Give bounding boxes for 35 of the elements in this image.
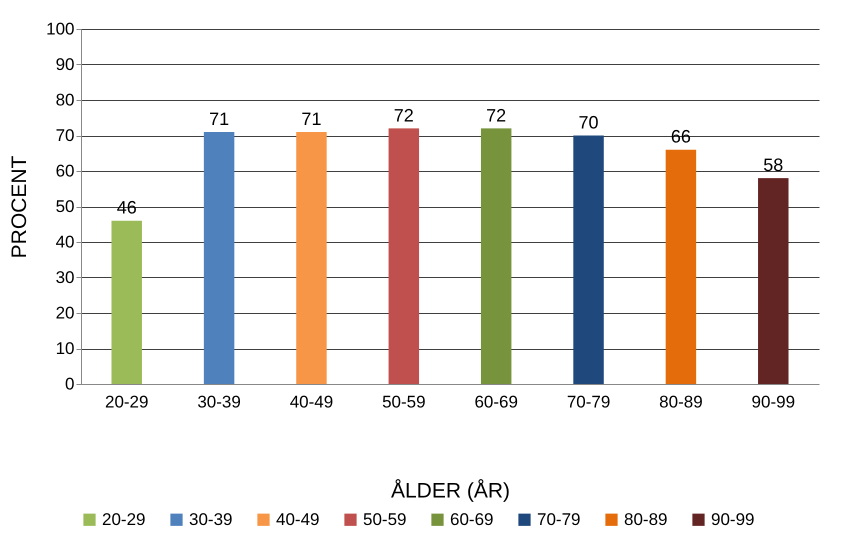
y-tick-label: 20: [56, 304, 74, 322]
legend-label: 90-99: [711, 510, 754, 529]
y-tick-label: 10: [56, 339, 74, 358]
y-tick-label: 80: [56, 90, 74, 110]
data-label: 70: [578, 112, 599, 132]
x-tick-label: 40-49: [290, 392, 334, 412]
data-label: 72: [486, 105, 506, 126]
y-tick-label: 90: [56, 55, 74, 74]
legend-label: 50-59: [363, 510, 406, 529]
legend-label: 80-89: [624, 510, 668, 529]
y-tick-label: 100: [46, 20, 74, 38]
x-tick-label: 70-79: [566, 392, 610, 412]
legend-label: 60-69: [450, 510, 494, 529]
x-axis-title: ÅLDER (ÅR): [390, 478, 510, 502]
y-tick-label: 40: [56, 232, 74, 252]
y-tick-label: 70: [56, 126, 74, 145]
data-label: 71: [301, 108, 322, 129]
legend-label: 70-79: [537, 510, 580, 529]
data-label: 58: [763, 155, 784, 176]
y-tick-label: 30: [56, 268, 74, 287]
data-label: 71: [209, 108, 230, 129]
legend-label: 30-39: [189, 510, 232, 529]
y-tick-label: 60: [56, 162, 74, 180]
x-tick-label: 60-69: [474, 392, 518, 412]
y-tick-label: 50: [56, 197, 74, 216]
legend-label: 40-49: [276, 510, 320, 529]
x-tick-label: 90-99: [752, 392, 796, 412]
y-axis-title: PROCENT: [8, 156, 32, 258]
x-tick-label: 20-29: [104, 392, 148, 412]
x-tick-label: 80-89: [659, 392, 703, 412]
x-tick-label: 50-59: [382, 392, 426, 412]
legend-label: 20-29: [102, 510, 146, 529]
data-label: 72: [394, 105, 414, 126]
x-tick-label: 30-39: [197, 392, 241, 412]
y-tick-label: 0: [65, 374, 74, 394]
